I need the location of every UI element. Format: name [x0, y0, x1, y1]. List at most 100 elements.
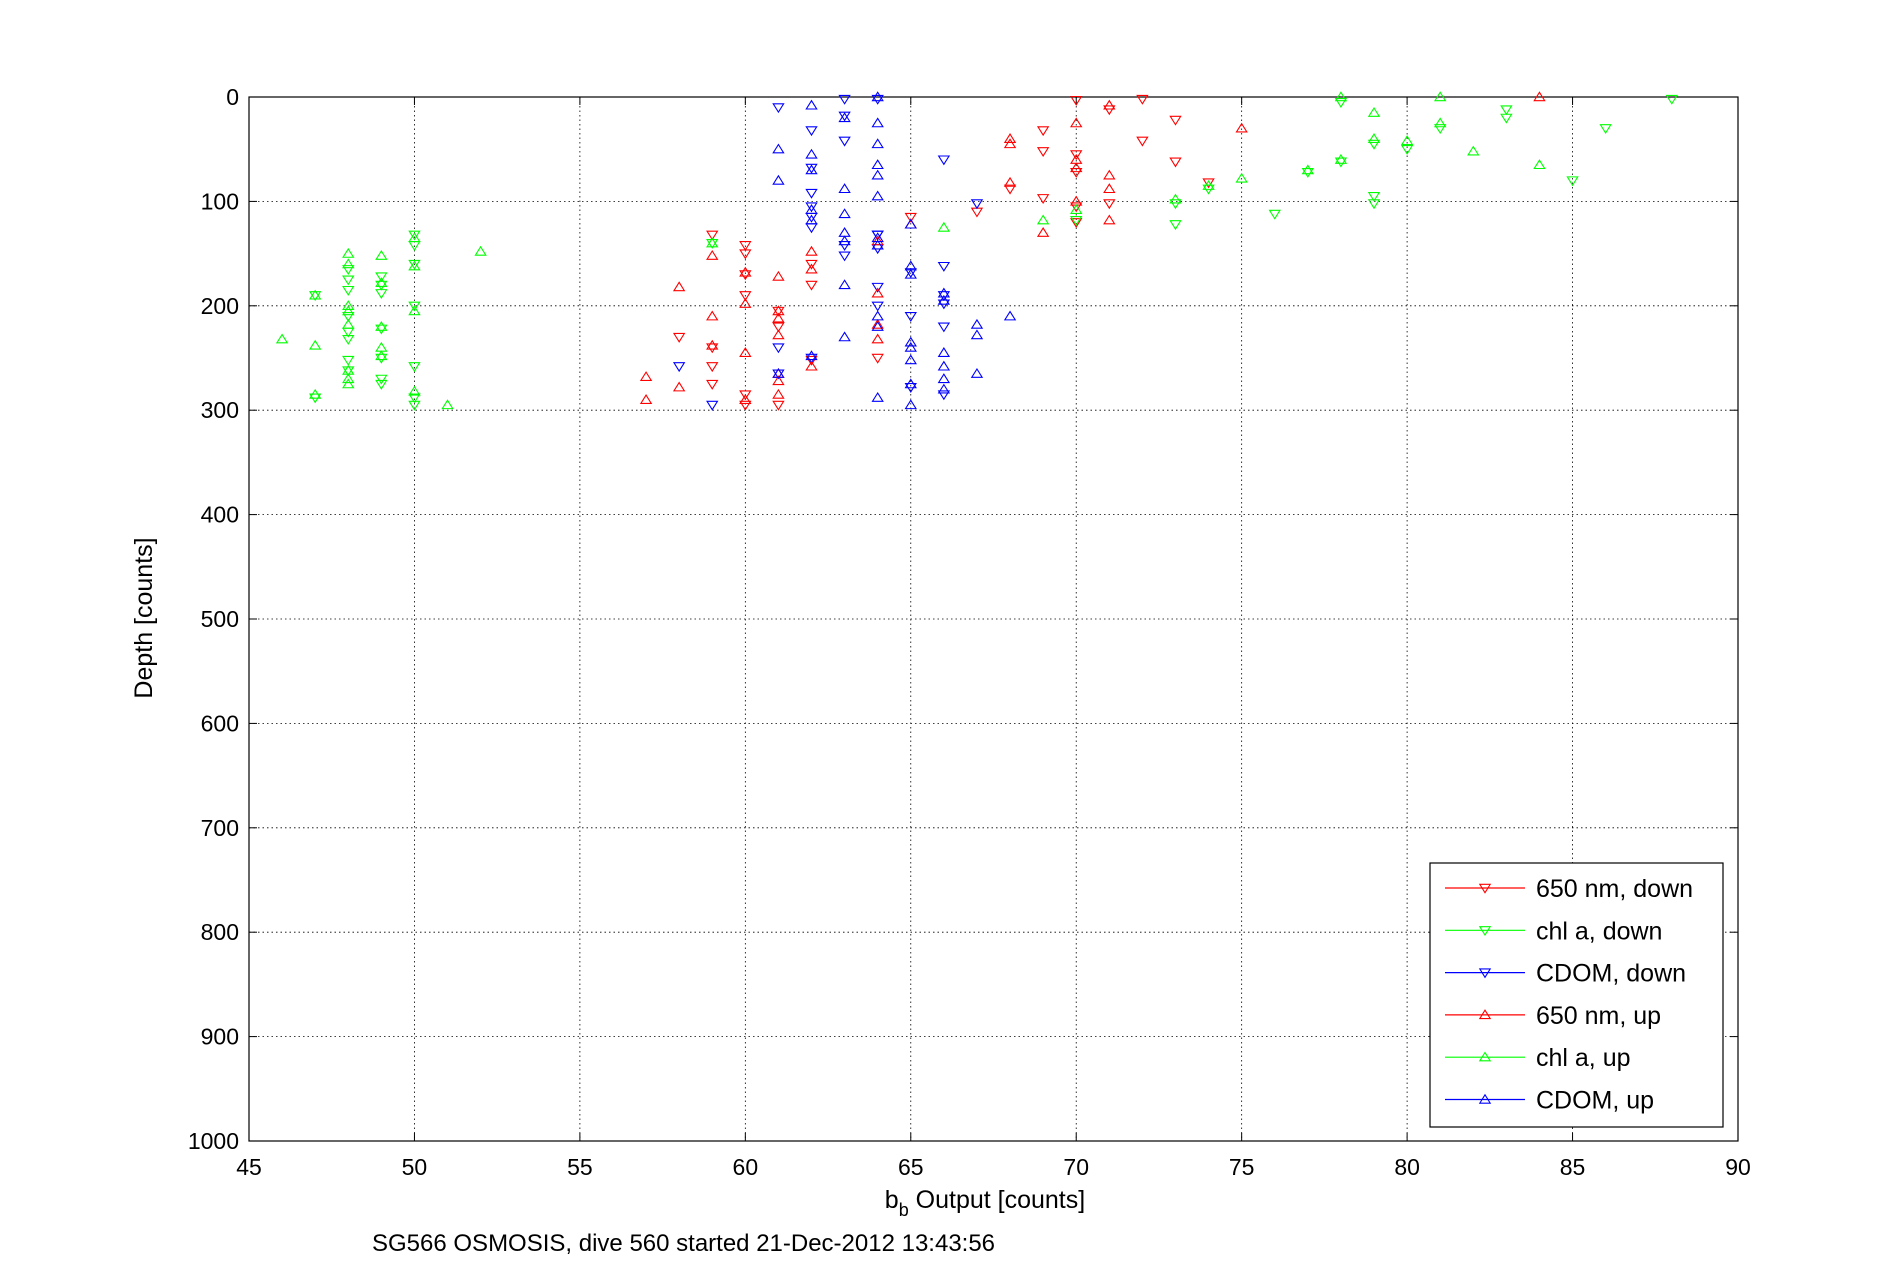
data-point [1467, 145, 1480, 156]
data-point [342, 285, 355, 296]
legend-marker [1478, 926, 1492, 937]
x-tick-label: 60 [733, 1154, 759, 1180]
data-point [1169, 157, 1182, 168]
data-point [937, 383, 951, 394]
data-point [706, 249, 719, 260]
y-tick-label: 700 [201, 815, 239, 841]
legend-label: chl a, up [1536, 1044, 1631, 1072]
figure-caption: SG566 OSMOSIS, dive 560 started 21-Dec-2… [372, 1230, 995, 1257]
x-axis-label-symbol: b [885, 1186, 899, 1214]
data-point [871, 318, 884, 329]
data-point [1533, 91, 1546, 102]
series-group [672, 94, 984, 411]
x-tick-label: 45 [236, 1154, 262, 1180]
data-point [1434, 117, 1447, 128]
data-point [871, 94, 884, 105]
data-point [838, 112, 851, 123]
data-point [805, 126, 818, 137]
x-tick-label: 55 [567, 1154, 593, 1180]
data-point [342, 335, 355, 345]
data-point [408, 393, 421, 404]
legend-marker [1478, 1009, 1492, 1020]
data-point [1367, 191, 1381, 202]
data-point [1036, 126, 1050, 137]
data-point [937, 373, 951, 384]
data-point [871, 232, 884, 243]
x-tick-label: 75 [1229, 1154, 1255, 1180]
data-point [706, 237, 719, 248]
legend-marker [1478, 968, 1492, 979]
data-point [1036, 214, 1050, 225]
data-point [1367, 106, 1381, 117]
data-point [706, 339, 719, 350]
data-point [1334, 153, 1348, 164]
data-point [904, 399, 917, 410]
data-point [1070, 218, 1083, 228]
data-point [1036, 194, 1050, 204]
data-point [937, 322, 951, 333]
data-point [1169, 115, 1182, 126]
data-point [375, 353, 388, 364]
x-axis-label-text: Output [counts] [909, 1186, 1086, 1214]
x-axis-label: bb Output [counts] [885, 1186, 1085, 1220]
data-point [639, 394, 653, 404]
y-tick-label: 500 [201, 606, 239, 632]
data-point [408, 230, 421, 241]
data-point [375, 272, 388, 283]
y-tick-label: 1000 [188, 1128, 239, 1154]
data-point [375, 280, 388, 291]
data-point [1301, 167, 1315, 178]
data-point [871, 169, 884, 180]
y-tick-label: 900 [201, 1024, 239, 1050]
data-point [838, 331, 851, 342]
series-group [308, 94, 1679, 411]
data-point [871, 320, 884, 331]
data-point [1070, 162, 1083, 173]
x-axis-label-subscript: b [899, 1200, 909, 1220]
data-point [805, 355, 818, 366]
legend-label: CDOM, down [1536, 960, 1686, 988]
data-point [375, 277, 388, 288]
y-tick-label: 600 [201, 710, 239, 736]
legend-entry: CDOM, down [1445, 960, 1686, 988]
data-point [937, 347, 951, 357]
legend-entries: 650 nm, down chl a, down CDOM, down 650 nm,… [1445, 875, 1693, 1115]
data-point [805, 280, 818, 291]
data-point [706, 400, 719, 411]
data-point [308, 289, 322, 300]
data-point [772, 306, 785, 317]
data-point [1070, 202, 1083, 213]
data-point [1003, 310, 1017, 321]
data-point [772, 312, 785, 323]
data-point [1367, 139, 1381, 150]
y-axis-label: Depth [counts] [130, 537, 158, 698]
data-point [1003, 184, 1017, 195]
data-point [1103, 183, 1116, 194]
data-point [1400, 145, 1414, 155]
data-point [871, 159, 884, 170]
data-point [871, 310, 884, 321]
data-point [772, 322, 785, 333]
data-point [970, 318, 984, 329]
data-point [871, 230, 884, 241]
data-point [1334, 157, 1348, 168]
data-point [1103, 214, 1116, 225]
legend-entry: 650 nm, down [1445, 875, 1693, 903]
data-point [1500, 105, 1513, 116]
data-point [739, 270, 752, 281]
data-point [937, 155, 951, 166]
legend-label: chl a, down [1536, 917, 1662, 945]
data-point [904, 218, 917, 229]
data-point [1566, 176, 1579, 187]
data-point [342, 265, 355, 275]
data-point [342, 355, 355, 366]
data-point [672, 362, 686, 373]
data-point [871, 91, 884, 102]
data-point [772, 388, 785, 399]
data-point [739, 390, 752, 401]
data-point [1301, 164, 1315, 175]
data-point [772, 143, 785, 154]
data-point [871, 117, 884, 128]
legend-label: 650 nm, up [1536, 1002, 1661, 1030]
x-tick-label: 85 [1560, 1154, 1586, 1180]
